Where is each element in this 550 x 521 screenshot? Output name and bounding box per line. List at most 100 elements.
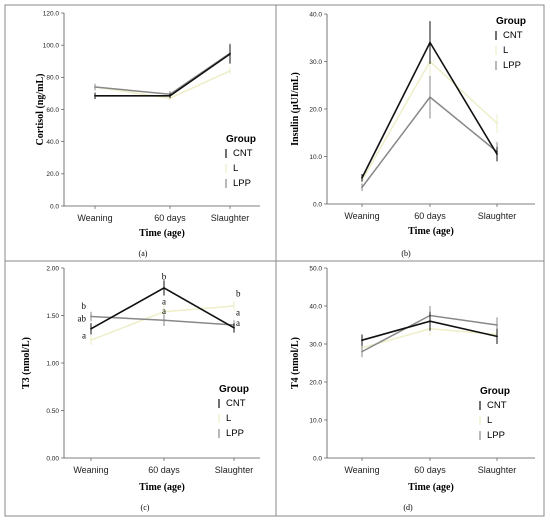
legend-label: LPP [487, 430, 505, 441]
data-point [90, 327, 92, 330]
data-point [361, 339, 363, 342]
legend-label: LPP [233, 178, 251, 189]
y-tick-label: 40.0 [309, 11, 322, 18]
y-tick-label: 100.0 [43, 42, 60, 49]
data-point [94, 86, 96, 88]
data-point [90, 315, 92, 318]
panel-1: 0.0 10.0 20.0 30.0 40.0 Weaning 60 days Slaught… [290, 11, 535, 258]
legend-label: CNT [487, 400, 507, 411]
y-tick-label: 30.0 [309, 59, 322, 66]
panel-2: 0.00 0.50 1.00 1.50 2.00 Weaning 60 days Slaugh… [21, 265, 260, 512]
x-tick-label: Slaughter [211, 213, 250, 223]
x-tick-label: Weaning [344, 211, 379, 221]
data-point [496, 122, 498, 125]
x-axis-label: Time (age) [139, 228, 185, 239]
data-point [361, 350, 363, 353]
significance-letter: b [162, 272, 167, 282]
legend-title: Group [480, 386, 510, 397]
y-tick-label: 40.0 [309, 303, 322, 310]
data-point [163, 287, 165, 289]
significance-letter: b [236, 289, 241, 299]
y-tick-label: 50.0 [309, 265, 322, 272]
data-point [361, 186, 363, 189]
legend-label: L [503, 45, 508, 56]
panel-caption: (b) [401, 249, 411, 258]
y-axis-label: T3 (nmol/L) [21, 337, 32, 389]
y-tick-label: 0.0 [313, 201, 322, 208]
data-point [496, 324, 498, 326]
legend-label: L [226, 413, 231, 424]
y-tick-label: 0.00 [46, 455, 59, 462]
x-tick-label: Slaughter [215, 465, 254, 475]
y-tick-label: 30.0 [309, 341, 322, 348]
x-tick-label: Weaning [73, 465, 108, 475]
panel-0: 0.0 20.0 40.0 60.0 80.0 100.0 120.0 Weaning 60 d… [35, 10, 260, 258]
x-tick-label: 60 days [414, 465, 446, 475]
series-line-lpp [90, 315, 235, 326]
significance-letter: b [82, 301, 87, 311]
y-tick-label: 20.0 [46, 171, 59, 178]
data-point [496, 335, 498, 338]
significance-letter: ab [78, 313, 87, 323]
data-point [233, 305, 235, 307]
data-point [229, 70, 231, 72]
legend-title: Group [226, 134, 256, 145]
y-tick-label: 10.0 [309, 417, 322, 424]
x-tick-label: 60 days [414, 211, 446, 221]
y-tick-label: 20.0 [309, 106, 322, 113]
x-axis-label: Time (age) [408, 482, 454, 493]
x-tick-label: Slaughter [478, 465, 517, 475]
data-point [361, 176, 363, 179]
significance-letter: a [236, 318, 240, 328]
data-point [429, 96, 431, 99]
panel-d-border [275, 260, 545, 517]
data-point [496, 153, 498, 156]
y-axis-label: Insulin (μUI/mL) [290, 72, 301, 146]
significance-letter: a [82, 330, 86, 340]
panel-caption: (d) [403, 503, 413, 512]
y-tick-label: 10.0 [309, 154, 322, 161]
legend-label: CNT [233, 148, 253, 159]
data-point [90, 339, 92, 342]
legend: Group CNT L LPP [479, 386, 510, 441]
data-point [163, 310, 165, 313]
legend-title: Group [496, 16, 526, 27]
data-point [229, 53, 231, 55]
legend-label: LPP [226, 428, 244, 439]
x-axis-label: Time (age) [139, 482, 185, 493]
y-tick-label: 1.00 [46, 360, 59, 367]
data-point [163, 319, 165, 322]
data-point [429, 320, 431, 323]
y-tick-label: 120.0 [43, 10, 60, 17]
significance-letter: a [236, 308, 240, 318]
significance-letter: a [162, 306, 166, 316]
legend: Group CNT L LPP [225, 134, 256, 189]
legend: Group CNT L LPP [495, 16, 526, 71]
x-tick-label: Weaning [344, 465, 379, 475]
y-tick-label: 60.0 [46, 107, 59, 114]
legend: Group CNT L LPP [218, 384, 249, 439]
x-axis-label: Time (age) [408, 226, 454, 237]
legend-label: LPP [503, 60, 521, 71]
panel-caption: (a) [139, 249, 148, 258]
legend-label: CNT [226, 398, 246, 409]
data-point [169, 94, 171, 97]
data-point [233, 326, 235, 329]
data-point [429, 41, 431, 44]
y-tick-label: 0.50 [46, 408, 59, 415]
legend-label: L [233, 163, 238, 174]
data-point [94, 94, 96, 97]
y-tick-label: 0.0 [50, 203, 59, 210]
y-axis-label: T4 (nmol/L) [290, 337, 301, 389]
panel-b-border [275, 4, 545, 262]
panel-3: 0.0 10.0 20.0 30.0 40.0 50.0 Weaning 60 days Sla… [290, 265, 535, 512]
y-tick-label: 0.0 [313, 455, 322, 462]
series-line-lpp [94, 52, 231, 95]
legend-label: CNT [503, 30, 523, 41]
y-tick-label: 2.00 [46, 265, 59, 272]
y-tick-label: 20.0 [309, 379, 322, 386]
panel-caption: (c) [141, 503, 150, 512]
legend-label: L [487, 415, 492, 426]
y-axis-label: Cortisol (ng/mL) [35, 74, 46, 146]
legend-title: Group [219, 384, 249, 395]
